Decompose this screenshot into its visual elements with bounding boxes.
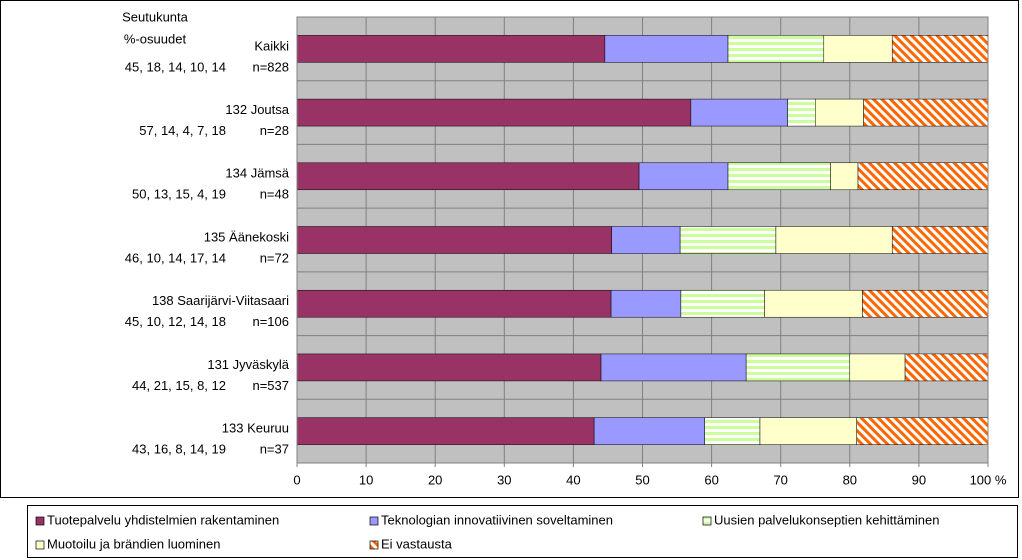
x-tick-label: 70 [773,472,787,487]
x-tick-label: 60 [704,472,718,487]
bar-segment [296,353,602,382]
bar-segment [610,289,682,318]
row-values: 45, 18, 14, 10, 14 [125,59,226,74]
x-tick-label: 80 [843,472,857,487]
bar-segment [849,353,906,382]
bar-segment [638,162,729,191]
bar-segment [611,226,681,254]
x-tick-label: 40 [566,472,580,487]
y-axis-title: Seutukunta [122,9,189,24]
bar-segment [857,162,989,191]
bar-segment [823,35,893,63]
bar-segment [759,417,857,445]
n-label: n=72 [260,250,289,265]
legend-label: Teknologian innovatiivinen soveltaminen [381,512,613,527]
bar-segment [787,98,816,127]
bar-segment [863,98,989,127]
bar-segment [679,226,777,254]
legend-swatch [35,540,45,550]
x-tick-label: 100 % [970,472,1007,487]
bar-segment [296,98,692,127]
bar-segment [815,98,864,127]
bar-segment [904,353,989,382]
row-values: 44, 21, 15, 8, 12 [132,378,226,393]
row-values: 43, 16, 8, 14, 19 [132,442,226,457]
category-label: 135 Äänekoski [204,229,289,244]
x-tick-label: 30 [497,472,511,487]
n-label: n=28 [260,123,289,138]
legend-swatch [369,516,379,526]
bar-segment [296,35,606,63]
x-tick-label: 20 [428,472,442,487]
n-label: n=37 [260,442,289,457]
bar-segment [775,226,893,254]
bar-segment [600,353,747,382]
x-tick-label: 90 [912,472,926,487]
x-tick-label: 0 [293,472,300,487]
bar-segment [593,417,705,445]
bar-segment [745,353,851,382]
category-label: 134 Jämsä [225,166,289,181]
bar-segment [704,417,761,445]
plot-border [296,16,989,464]
n-label: n=828 [252,59,289,74]
legend-label: Uusien palvelukonseptien kehittäminen [714,512,939,527]
row-values: 45, 10, 12, 14, 18 [125,314,226,329]
bar-segment [680,289,765,318]
legend-label: Ei vastausta [381,536,453,551]
category-label: Kaikki [254,38,289,53]
bar-segment [296,417,595,445]
n-label: n=106 [252,314,289,329]
category-label: 133 Keuruu [222,421,289,436]
bar-segment [296,162,640,191]
bar-segment [604,35,729,63]
bar-segment [891,226,989,254]
row-values: 57, 14, 4, 7, 18 [139,123,226,138]
legend-swatch [369,540,379,550]
category-label: 138 Saarijärvi-Viitasaari [152,293,289,308]
bar-segment [296,226,612,254]
n-label: n=48 [260,187,289,202]
bar-segment [764,289,863,318]
bar-segment [830,162,859,191]
x-tick-label: 10 [359,472,373,487]
bar-segment [690,98,788,127]
bar-segment [862,289,989,318]
x-tick-label: 50 [635,472,649,487]
bar-segment [296,289,612,318]
n-label: n=537 [252,378,289,393]
legend-swatch [35,516,45,526]
row-values: 46, 10, 14, 17, 14 [125,250,226,265]
bar-segment [856,417,989,445]
bar-segment [727,162,831,191]
row-values: 50, 13, 15, 4, 19 [132,187,226,202]
legend-box [27,505,1018,558]
category-label: 131 Jyväskylä [207,357,289,372]
y-axis-title: %-osuudet [124,31,187,46]
legend-swatch [702,516,712,526]
bar-segment [727,35,825,63]
legend-label: Tuotepalvelu yhdistelmien rakentaminen [47,512,279,527]
legend-label: Muotoilu ja brändien luominen [47,536,220,551]
category-label: 132 Joutsa [225,102,289,117]
bar-segment [891,35,989,63]
